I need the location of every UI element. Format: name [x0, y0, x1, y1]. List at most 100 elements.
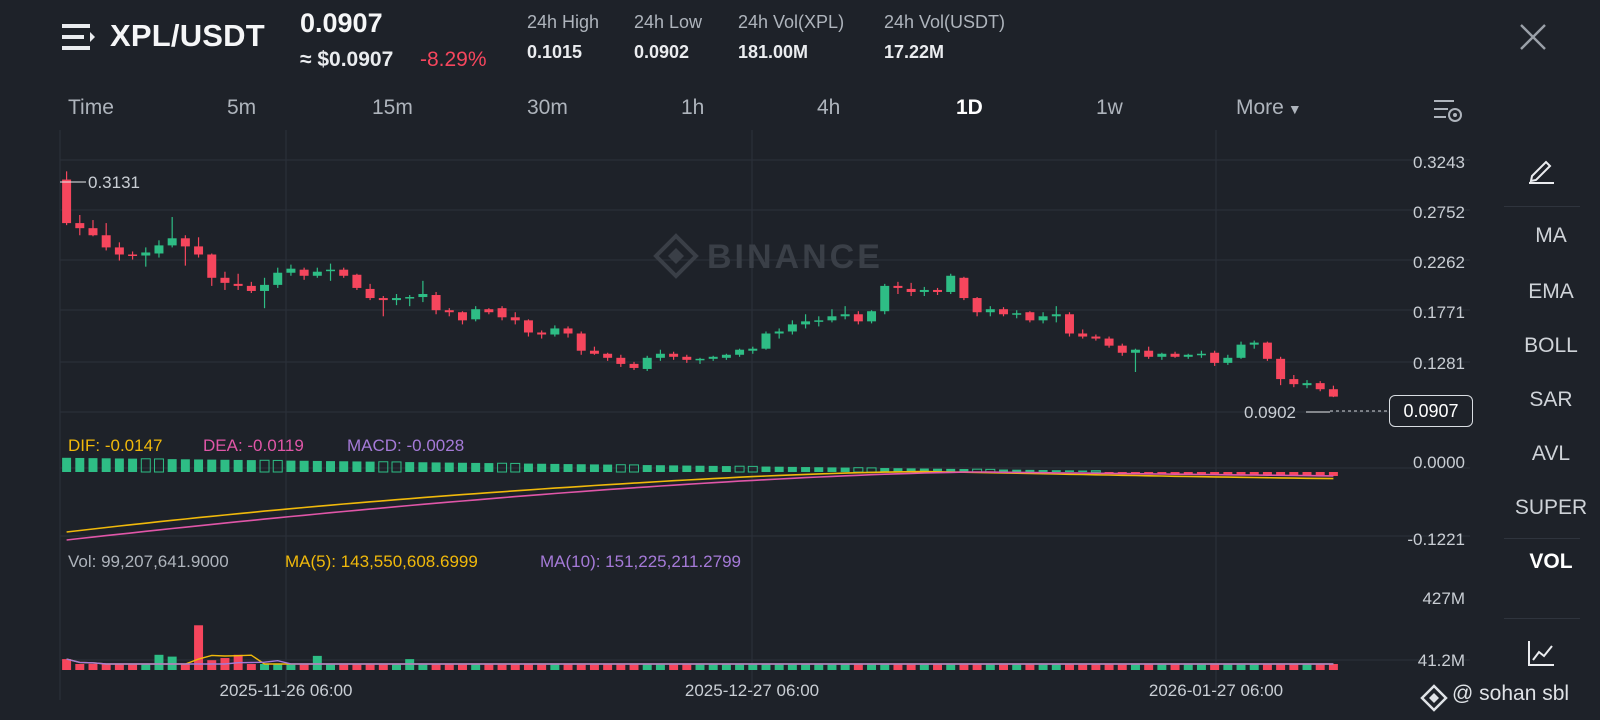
ma10-legend: MA(10): 151,225,211.2799	[540, 552, 741, 571]
volume-bar	[326, 664, 336, 670]
chart-trend-icon[interactable]	[1526, 638, 1556, 668]
candle-body	[1117, 345, 1127, 353]
indicator-vol[interactable]: VOL	[1529, 550, 1573, 573]
volume-bar	[510, 664, 520, 670]
candle-body	[523, 320, 533, 333]
tab-15m[interactable]: 15m	[372, 96, 413, 119]
macd-histogram-bar	[1025, 469, 1035, 472]
candle-body	[1130, 349, 1140, 353]
indicator-avl[interactable]: AVL	[1531, 442, 1571, 465]
macd-histogram-bar	[88, 458, 98, 472]
volume-bar	[1130, 664, 1140, 670]
candle-body	[233, 283, 243, 286]
close-icon[interactable]	[1518, 22, 1548, 52]
dea-legend: DEA: -0.0119	[203, 436, 304, 455]
candle-body	[220, 277, 230, 283]
candle-body	[1051, 314, 1061, 317]
tab-more[interactable]: More ▼	[1236, 96, 1302, 120]
macd-histogram-bar	[1090, 470, 1101, 473]
last-price: 0.0907	[300, 8, 383, 38]
indicator-super[interactable]: SUPER	[1514, 496, 1588, 519]
tab-time[interactable]: Time	[68, 96, 114, 119]
macd-histogram-bar	[642, 465, 652, 472]
macd-histogram-bar	[101, 458, 111, 472]
tab-1d[interactable]: 1D	[956, 96, 983, 119]
volume-bar	[484, 664, 494, 670]
candle-body	[972, 298, 982, 313]
macd-histogram-bar	[391, 461, 402, 473]
macd-histogram-bar	[827, 467, 837, 472]
candle-body	[431, 295, 441, 311]
volume-bar	[1025, 664, 1035, 670]
candle-body	[1328, 389, 1338, 397]
candle-body	[946, 275, 956, 292]
macd-histogram-bar	[339, 461, 349, 472]
macd-histogram-bar	[457, 462, 467, 472]
tab-4h[interactable]: 4h	[817, 96, 841, 119]
menu-icon[interactable]	[62, 22, 96, 52]
macd-histogram-bar	[312, 460, 322, 472]
candle-body	[867, 311, 877, 322]
macd-histogram-bar	[761, 466, 771, 472]
date-axis-label: 2026-01-27 06:00	[1149, 681, 1283, 700]
volume-bar	[550, 664, 560, 670]
macd-legend: MACD: -0.0028	[347, 436, 465, 455]
volume-bar	[1289, 664, 1299, 670]
macd-histogram-bar	[128, 458, 138, 472]
macd-histogram-bar	[140, 458, 151, 473]
current-price-tag: 0.0907	[1389, 395, 1473, 427]
candle-body	[1104, 338, 1114, 346]
volume-bar	[312, 655, 322, 670]
candle-body	[682, 356, 692, 360]
volume-bar	[75, 664, 85, 670]
macd-histogram-bar	[919, 468, 929, 472]
volume-bar	[1328, 664, 1338, 670]
volume-bar	[444, 664, 454, 670]
stat-label-24h-vol-xpl: 24h Vol(XPL)	[738, 12, 845, 32]
volume-bar	[1223, 664, 1233, 670]
volume-bar	[1012, 664, 1022, 670]
volume-bar	[128, 664, 138, 670]
candle-body	[1144, 350, 1154, 357]
candle-body	[114, 247, 124, 255]
draw-pencil-icon[interactable]	[1526, 154, 1556, 184]
indicator-ema[interactable]: EMA	[1528, 280, 1574, 303]
candle-body	[273, 272, 283, 285]
volume-bar	[1315, 664, 1325, 670]
macd-histogram-bar	[734, 465, 745, 473]
candle-body	[880, 285, 890, 312]
volume-bar	[392, 664, 401, 670]
tab-1h[interactable]: 1h	[681, 96, 705, 119]
stat-value-24h-high: 0.1015	[527, 42, 583, 62]
binance-logo-icon	[1420, 684, 1448, 712]
macd-histogram-bar	[378, 461, 389, 473]
macd-histogram-bar	[550, 463, 560, 472]
candle-body	[1091, 336, 1101, 339]
volume-bar	[761, 664, 771, 670]
candle-body	[365, 288, 375, 299]
macd-histogram-bar	[1051, 470, 1061, 472]
candle-body	[893, 285, 903, 288]
volume-bar	[1210, 664, 1220, 670]
indicator-ma[interactable]: MA	[1535, 224, 1567, 247]
volume-bar	[827, 664, 837, 670]
volume-bar	[194, 625, 204, 670]
candle-body	[484, 309, 494, 313]
stat-label-24h-high: 24h High	[527, 12, 600, 32]
macd-histogram-bar	[1183, 472, 1193, 475]
macd-histogram-bar	[959, 469, 969, 472]
tab-30m[interactable]: 30m	[527, 96, 568, 119]
chart-settings-icon[interactable]	[1432, 96, 1464, 124]
candle-body	[1183, 354, 1193, 357]
date-axis-label: 2025-12-27 06:00	[685, 681, 819, 700]
tab-5m[interactable]: 5m	[227, 96, 257, 119]
candle-body	[1210, 352, 1220, 363]
indicator-boll[interactable]: BOLL	[1524, 334, 1578, 357]
price-change: -8.29%	[420, 48, 487, 71]
tab-1w[interactable]: 1w	[1096, 96, 1123, 119]
macd-histogram-bar	[1262, 472, 1272, 476]
volume-bar	[62, 659, 72, 670]
pair-title[interactable]: XPL/USDT	[110, 18, 265, 53]
indicator-sar[interactable]: SAR	[1529, 388, 1573, 411]
